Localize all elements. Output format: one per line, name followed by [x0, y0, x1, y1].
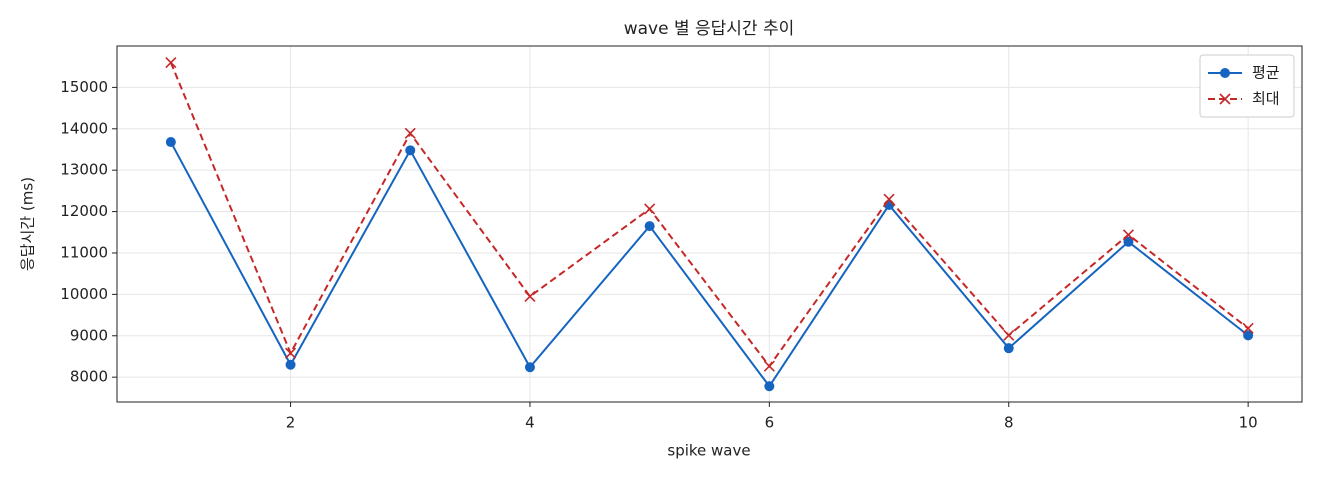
- x-axis-label: spike wave: [667, 442, 750, 460]
- y-tick-label: 15000: [60, 78, 108, 96]
- marker: [644, 221, 655, 232]
- y-tick-label: 13000: [60, 161, 108, 179]
- x-tick-label: 4: [525, 414, 535, 432]
- marker: [1242, 322, 1254, 334]
- y-tick-label: 9000: [70, 326, 108, 344]
- marker: [644, 203, 656, 215]
- legend-label: 평균: [1252, 64, 1280, 82]
- y-tick-label: 8000: [70, 368, 108, 386]
- marker: [285, 359, 296, 370]
- marker: [1003, 343, 1014, 354]
- x-tick-label: 6: [765, 414, 775, 432]
- marker: [165, 137, 176, 148]
- x-tick-label: 8: [1004, 414, 1014, 432]
- marker: [883, 193, 895, 205]
- marker: [1122, 229, 1135, 241]
- plot-frame: [116, 45, 1303, 403]
- marker: [165, 56, 177, 69]
- y-tick-label: 10000: [60, 285, 108, 303]
- x-tick-label: 2: [286, 414, 296, 432]
- chart-title: wave 별 응답시간 추이: [624, 19, 795, 39]
- legend-marker: [1220, 68, 1230, 78]
- y-axis-label: 응답시간 (ms): [19, 177, 37, 271]
- legend-box: [1199, 54, 1295, 118]
- marker: [404, 127, 416, 139]
- y-tick-label: 12000: [60, 202, 108, 220]
- marker: [1003, 329, 1015, 341]
- y-tick-label: 11000: [60, 243, 108, 261]
- marker: [284, 347, 297, 359]
- marker: [524, 290, 536, 303]
- marker: [1243, 330, 1254, 341]
- series-line: [169, 141, 1249, 389]
- series-line: [169, 62, 1249, 368]
- marker: [524, 362, 535, 373]
- legend-marker: [1219, 93, 1231, 105]
- x-tick-label: 10: [1239, 414, 1258, 432]
- legend-label: 최대: [1252, 90, 1280, 108]
- y-tick-label: 14000: [60, 119, 108, 137]
- marker: [763, 360, 775, 372]
- marker: [405, 145, 416, 156]
- marker: [764, 381, 775, 392]
- marker: [1123, 236, 1134, 247]
